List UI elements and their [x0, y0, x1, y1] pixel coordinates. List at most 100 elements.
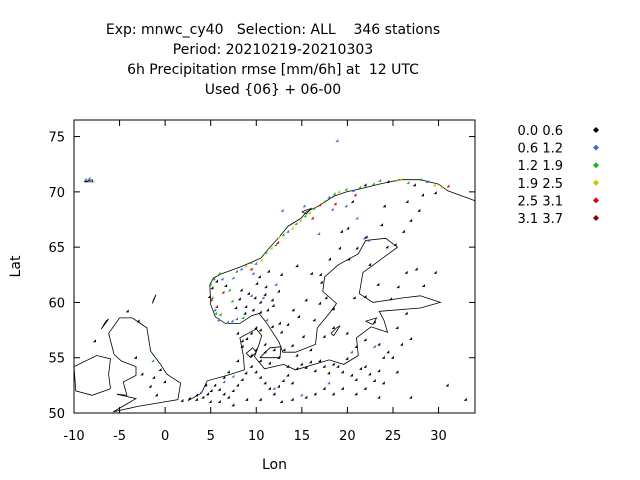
station-point	[413, 183, 416, 186]
station-point	[241, 378, 244, 381]
station-point	[231, 375, 234, 378]
station-point	[235, 270, 238, 273]
station-point	[206, 392, 209, 395]
station-point	[243, 312, 246, 315]
legend-label: 0.0 0.6	[518, 124, 563, 139]
station-point	[236, 332, 239, 335]
station-point	[245, 398, 248, 401]
station-point	[323, 200, 326, 203]
station-point	[337, 190, 340, 193]
station-point	[215, 280, 218, 283]
station-point	[313, 369, 316, 372]
y-axis-label: Lat	[8, 255, 24, 277]
station-point	[272, 392, 275, 395]
station-point	[268, 387, 271, 390]
station-point	[250, 365, 253, 368]
legend: 0.0 0.6 0.6 1.2 1.2 1.9 1.9 2.5 2.5 3.1 3.1 3…	[518, 124, 599, 227]
station-point	[378, 179, 381, 182]
legend-marker	[593, 162, 599, 168]
station-point	[254, 348, 257, 351]
station-point	[208, 295, 211, 298]
station-point	[218, 388, 221, 391]
station-point	[434, 271, 437, 274]
station-point	[272, 348, 275, 351]
station-point	[210, 296, 213, 299]
station-point	[241, 339, 244, 342]
station-point	[253, 296, 256, 299]
station-point	[244, 305, 247, 308]
station-point	[258, 275, 261, 278]
station-point	[259, 301, 262, 304]
legend-item: 1.9 2.5	[518, 177, 599, 192]
station-point	[359, 367, 362, 370]
legend-item: 2.5 3.1	[518, 194, 599, 209]
station-point	[372, 182, 375, 185]
station-point	[364, 387, 367, 390]
station-point	[282, 379, 285, 382]
station-point	[209, 283, 212, 286]
station-point	[262, 296, 265, 299]
station-point	[417, 209, 420, 212]
x-tick-label: 5	[207, 429, 215, 444]
station-point	[264, 251, 267, 254]
station-point	[336, 365, 339, 368]
station-point	[318, 302, 321, 305]
station-point	[386, 180, 389, 183]
station-point	[274, 283, 277, 286]
station-point	[373, 320, 376, 323]
station-point	[240, 288, 243, 291]
station-point	[323, 365, 326, 368]
station-point	[323, 387, 326, 390]
station-point	[209, 400, 212, 403]
station-point	[319, 273, 322, 276]
station-point	[377, 396, 380, 399]
station-point	[347, 257, 350, 260]
station-point	[335, 139, 338, 142]
station-point	[286, 365, 289, 368]
station-point	[259, 311, 262, 314]
station-point	[250, 354, 253, 357]
station-point	[373, 345, 376, 348]
station-point	[241, 316, 244, 319]
station-point	[281, 209, 284, 212]
station-point	[364, 183, 367, 186]
station-point	[338, 246, 341, 249]
x-tick-label: 30	[430, 429, 447, 444]
station-point	[295, 354, 298, 357]
station-point	[396, 285, 399, 288]
legend-marker	[593, 127, 599, 133]
station-point	[304, 298, 307, 301]
legend-item: 0.6 1.2	[518, 142, 599, 157]
y-tick-label: 75	[48, 131, 65, 146]
x-tick-label: 25	[385, 429, 402, 444]
axis-ticks: -10 -5 0 5 10 15 20 25 30505560657075	[48, 120, 475, 444]
station-point	[280, 273, 283, 276]
station-point	[295, 264, 298, 267]
station-point	[227, 396, 230, 399]
legend-label: 2.5 3.1	[518, 194, 563, 209]
station-point	[234, 306, 237, 309]
station-point	[231, 319, 234, 322]
station-point	[373, 379, 376, 382]
station-point	[365, 235, 368, 238]
station-point	[259, 398, 262, 401]
station-point	[309, 348, 312, 351]
legend-item: 3.1 3.7	[518, 212, 599, 227]
station-point	[340, 230, 343, 233]
station-point	[399, 178, 402, 181]
coastline-path	[188, 180, 475, 401]
station-point	[313, 392, 316, 395]
station-point	[263, 350, 266, 353]
station-point	[222, 392, 225, 395]
station-point	[278, 322, 281, 325]
station-point	[302, 335, 305, 338]
station-point	[215, 305, 218, 308]
station-point	[354, 193, 357, 196]
station-point	[300, 363, 303, 366]
coastline-path	[331, 326, 340, 336]
station-point	[235, 317, 238, 320]
station-point	[252, 308, 255, 311]
station-point	[245, 337, 248, 340]
station-point	[155, 393, 158, 396]
